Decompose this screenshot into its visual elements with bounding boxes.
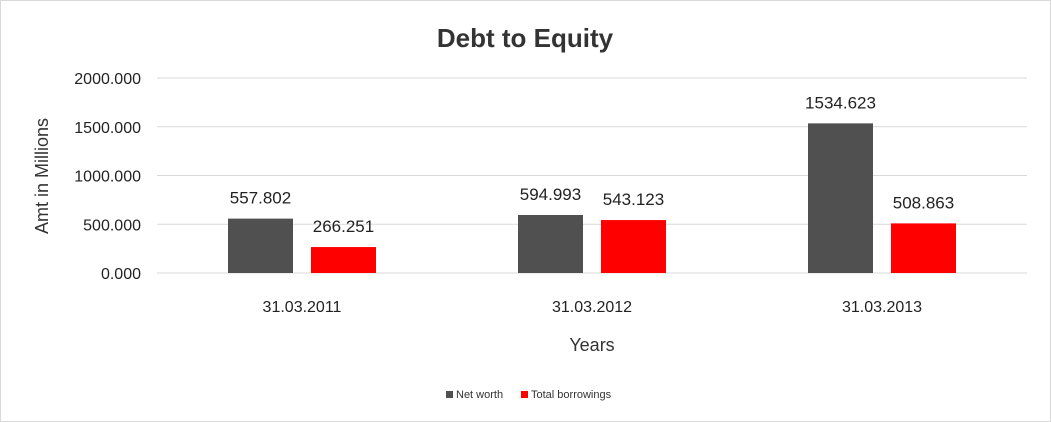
x-tick-label: 31.03.2011: [263, 299, 342, 316]
data-label: 594.993: [520, 185, 581, 204]
x-tick-label: 31.03.2013: [842, 299, 922, 316]
legend-swatch: [446, 391, 453, 398]
x-axis-label: Years: [569, 335, 614, 355]
y-axis-ticks: 0.000 500.000 1000.000 1500.000 2000.000: [74, 71, 141, 283]
chart-title: Debt to Equity: [437, 23, 614, 53]
y-tick-label: 2000.000: [74, 71, 141, 88]
bar-total-borrowings: [311, 247, 376, 273]
y-tick-label: 500.000: [83, 217, 141, 234]
y-axis-label: Amt in Millions: [32, 118, 52, 234]
bar-net-worth: [808, 123, 873, 273]
bar-total-borrowings: [891, 223, 956, 273]
legend: Net worth Total borrowings: [446, 389, 612, 401]
data-label: 266.251: [313, 217, 374, 236]
bar-net-worth: [228, 218, 293, 273]
data-label: 543.123: [603, 190, 664, 209]
bar-net-worth: [518, 214, 583, 273]
legend-swatch: [521, 391, 528, 398]
data-label: 508.863: [893, 193, 954, 212]
x-tick-label: 31.03.2012: [552, 299, 632, 316]
gridlines: [157, 77, 1027, 274]
data-label: 1534.623: [805, 93, 876, 112]
x-axis-ticks: 31.03.2011 31.03.2012 31.03.2013: [263, 299, 923, 316]
y-tick-label: 1500.000: [74, 120, 141, 137]
data-label: 557.802: [230, 189, 291, 208]
y-tick-label: 0.000: [101, 266, 141, 283]
legend-label: Net worth: [456, 389, 503, 401]
bar-total-borrowings: [601, 220, 666, 273]
y-tick-label: 1000.000: [74, 169, 141, 186]
bars: 557.802 266.251 594.993 543.123 1534.623 508.…: [228, 93, 956, 273]
legend-label: Total borrowings: [531, 389, 612, 401]
